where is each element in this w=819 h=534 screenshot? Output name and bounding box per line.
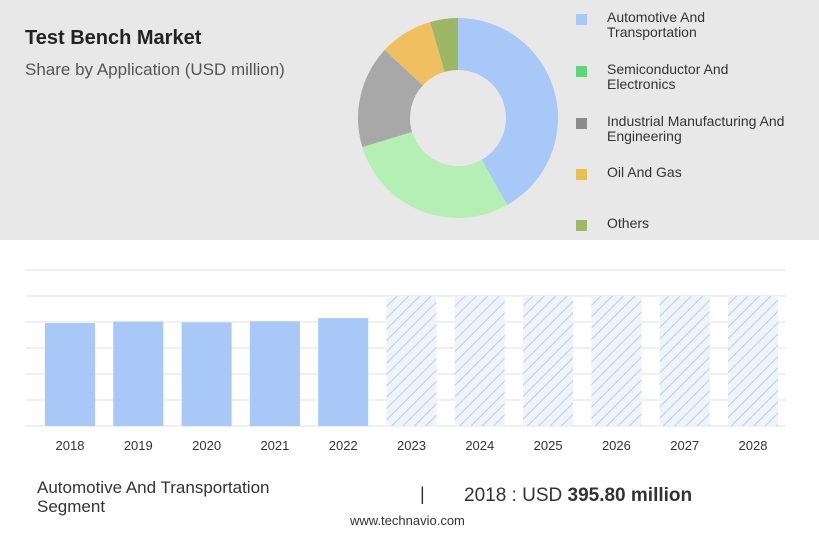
x-tick-label-2028: 2028 [739,438,768,453]
x-tick-label-2020: 2020 [192,438,221,453]
donut-slice-4 [430,18,458,72]
footer-segment-label: Automotive And Transportation Segment [37,478,270,516]
forecast-bar-2025 [523,296,574,426]
donut-slice-0 [458,18,558,206]
chart-title: Test Bench Market [25,27,202,49]
x-tick-label-2019: 2019 [124,438,153,453]
donut-chart [358,18,558,218]
x-tick-label-2021: 2021 [260,438,289,453]
legend-swatch-automotive [576,14,587,25]
donut-slice-1 [362,131,508,218]
forecast-bar-2028 [728,296,778,426]
forecast-bar-2026 [591,296,642,426]
chart-subtitle: Share by Application (USD million) [25,60,285,79]
x-tick-label-2018: 2018 [56,438,85,453]
bar-2020 [181,322,232,426]
footer-year-prefix: 2018 : USD [464,485,563,506]
forecast-bar-2027 [659,296,710,426]
legend-swatch-oil-gas [576,169,587,180]
x-tick-label-2022: 2022 [329,438,358,453]
footer-value: 2018 : USD 395.80 million [464,485,692,507]
x-tick-label-2024: 2024 [465,438,494,453]
legend-swatch-semiconductor [576,66,587,77]
x-tick-label-2023: 2023 [397,438,426,453]
legend-label-industrial: Industrial Manufacturing And Engineering [607,113,785,144]
bar-2019 [113,321,164,426]
legend-swatch-industrial [576,118,587,129]
bar-2022 [318,318,369,426]
legend-label-others: Others [607,215,650,231]
legend-item-automotive: Automotive And Transportation [576,10,797,40]
x-tick-label-2026: 2026 [602,438,631,453]
legend-item-oil-gas: Oil And Gas [576,165,797,180]
source-link[interactable]: www.technavio.com [350,513,465,528]
footer-separator: | [420,484,425,504]
legend-item-semiconductor: Semiconductor And Electronics [576,62,797,92]
bar-2021 [249,321,300,426]
legend-label-oil-gas: Oil And Gas [607,164,682,180]
bar-2018 [45,323,95,426]
forecast-bar-2023 [386,296,437,426]
footer-value-amount: 395.80 million [567,485,693,506]
legend-label-semiconductor: Semiconductor And Electronics [607,61,729,92]
bar-chart: 2018 2019 2020 2021 2022 2023 2024 2025 2026 2027… [26,269,786,453]
x-tick-label-2025: 2025 [534,438,563,453]
legend-label-automotive: Automotive And Transportation [607,9,706,40]
forecast-bar-2024 [454,296,505,426]
donut-slice-2 [358,50,423,148]
legend-item-industrial: Industrial Manufacturing And Engineering [576,114,797,144]
x-tick-label-2027: 2027 [670,438,699,453]
legend-swatch-others [576,220,587,231]
donut-slice-3 [384,21,445,86]
legend-item-others: Others [576,216,797,231]
